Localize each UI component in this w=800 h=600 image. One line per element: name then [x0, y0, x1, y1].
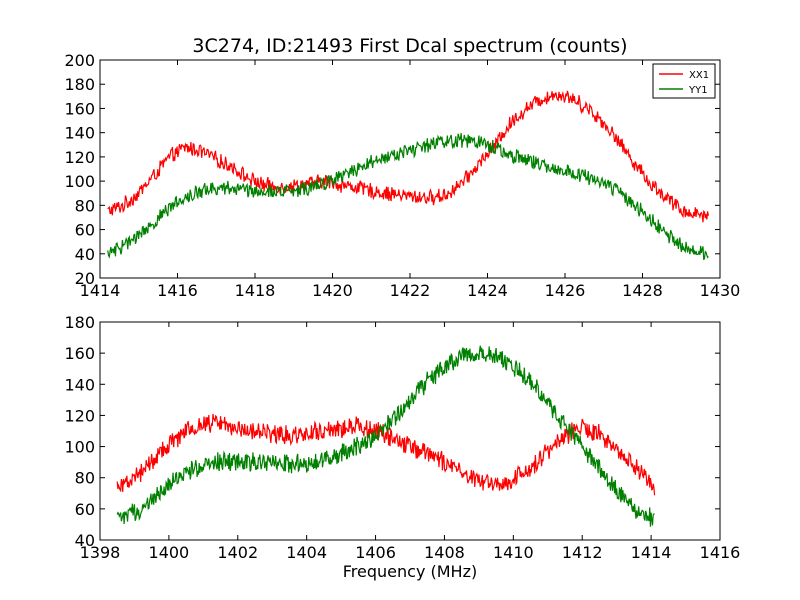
x-tick-label: 1404 — [286, 543, 327, 562]
y-tick-label: 100 — [64, 438, 95, 457]
y-tick-label: 140 — [64, 124, 95, 143]
y-tick-label: 80 — [75, 469, 95, 488]
x-tick-label: 1420 — [312, 281, 353, 300]
x-tick-label: 1412 — [562, 543, 603, 562]
x-tick-label: 1414 — [631, 543, 672, 562]
y-tick-label: 160 — [64, 344, 95, 363]
y-tick-label: 200 — [64, 51, 95, 70]
plot-frame-1 — [99, 321, 721, 541]
y-tick-label: 40 — [75, 531, 95, 550]
x-tick-label: 1402 — [217, 543, 258, 562]
legend-label-xx1: XX1 — [689, 70, 709, 81]
series-line-xx1-panel-0 — [107, 90, 709, 223]
x-tick-label: 1430 — [700, 281, 741, 300]
x-tick-label: 1416 — [157, 281, 198, 300]
legend-label-yy1: YY1 — [688, 85, 708, 96]
y-tick-label: 120 — [64, 148, 95, 167]
x-tick-label: 1416 — [700, 543, 741, 562]
x-tick-label: 1398 — [80, 543, 121, 562]
x-tick-label: 1408 — [424, 543, 465, 562]
y-tick-label: 60 — [75, 221, 95, 240]
series-line-xx1-panel-1 — [116, 413, 656, 496]
x-tick-label: 1406 — [355, 543, 396, 562]
bottom-panel: 1398 1400 1402 1404 1406 1408 1410 1412 1414 1416… — [64, 313, 740, 581]
x-tick-label: 1418 — [235, 281, 276, 300]
chart-title: 3C274, ID:21493 First Dcal spectrum (cou… — [192, 35, 627, 57]
legend-box — [652, 63, 716, 99]
y-tick-label: 100 — [64, 172, 95, 191]
y-tick-label: 60 — [75, 500, 95, 519]
y-tick-label: 80 — [75, 196, 95, 215]
series-line-yy1-panel-1 — [116, 345, 655, 527]
y-tick-label: 180 — [64, 75, 95, 94]
x-tick-label: 1428 — [622, 281, 663, 300]
y-tick-label: 160 — [64, 99, 95, 118]
top-axis-ticks: 1414 1416 1418 1420 1422 1424 1426 1428 1430 20 40… — [64, 51, 740, 300]
x-axis-label: Frequency (MHz) — [343, 562, 477, 581]
x-tick-label: 1422 — [390, 281, 431, 300]
series-line-yy1-panel-0 — [107, 133, 709, 261]
x-tick-label: 1410 — [493, 543, 534, 562]
y-tick-label: 140 — [64, 375, 95, 394]
x-tick-label: 1426 — [545, 281, 586, 300]
y-tick-label: 180 — [64, 313, 95, 332]
y-tick-label: 120 — [64, 406, 95, 425]
x-tick-label: 1400 — [149, 543, 190, 562]
top-panel: 3C274, ID:21493 First Dcal spectrum (cou… — [64, 35, 740, 300]
y-tick-label: 40 — [75, 245, 95, 264]
legend: XX1 YY1 — [652, 63, 716, 99]
bottom-axis-ticks: 1398 1400 1402 1404 1406 1408 1410 1412 1414 1416… — [64, 313, 740, 562]
x-tick-label: 1414 — [80, 281, 121, 300]
x-tick-label: 1424 — [467, 281, 508, 300]
bottom-plot-area — [99, 321, 721, 541]
y-tick-label: 20 — [75, 269, 95, 288]
